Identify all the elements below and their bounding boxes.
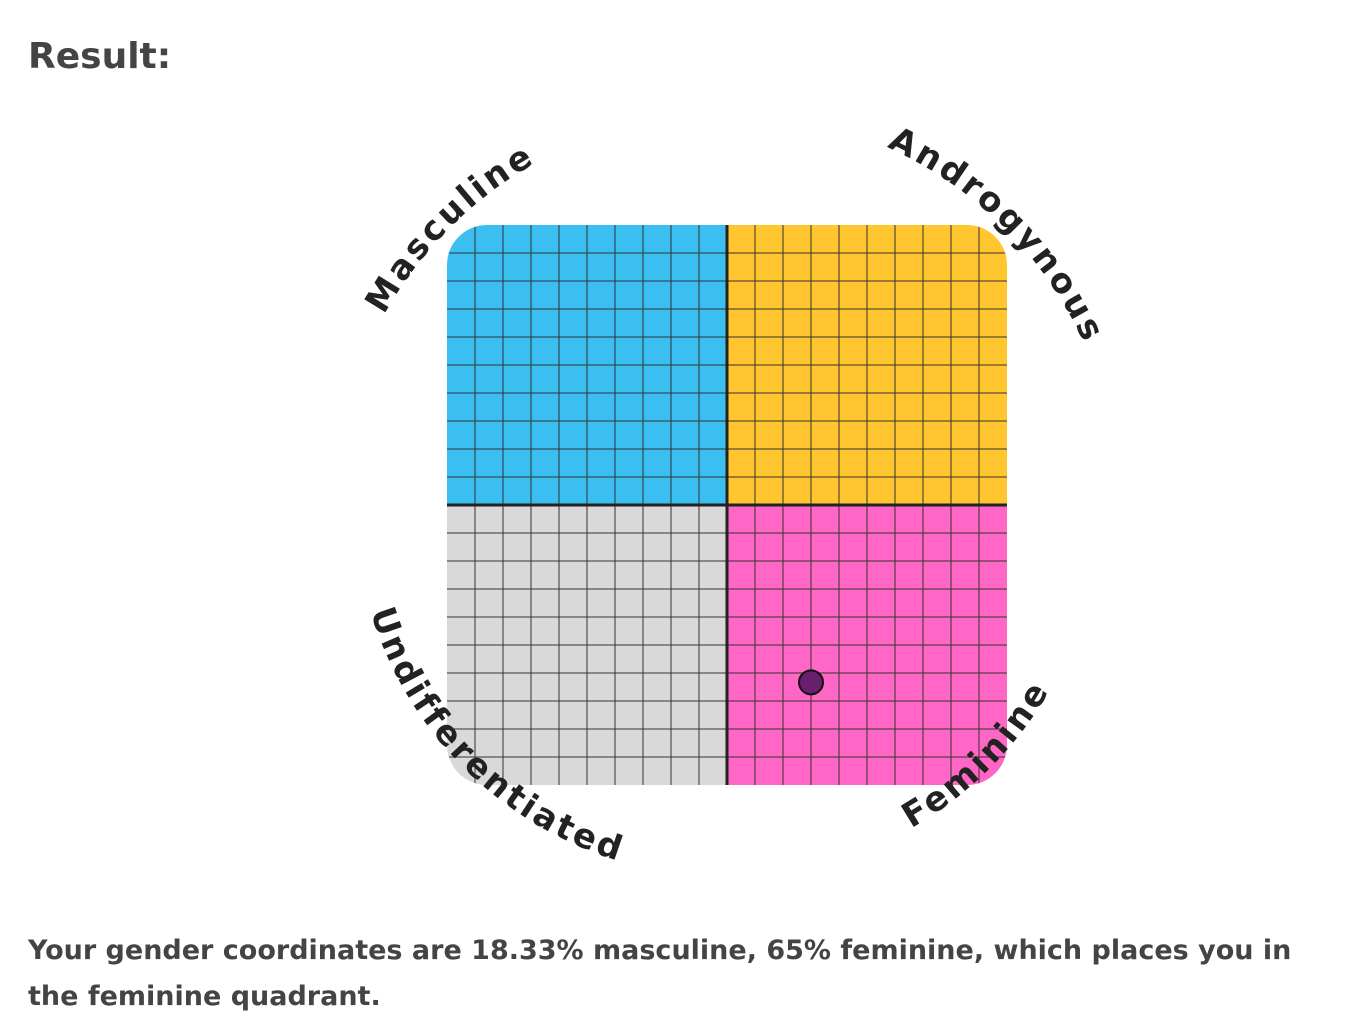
result-heading: Result: xyxy=(28,36,172,77)
plot-area xyxy=(447,225,1007,785)
result-point xyxy=(798,669,824,696)
result-text: Your gender coordinates are 18.33% mascu… xyxy=(28,935,1292,1012)
compass-chart: Masculine AndrogynousUndifferentiatedFemi… xyxy=(357,119,1110,870)
